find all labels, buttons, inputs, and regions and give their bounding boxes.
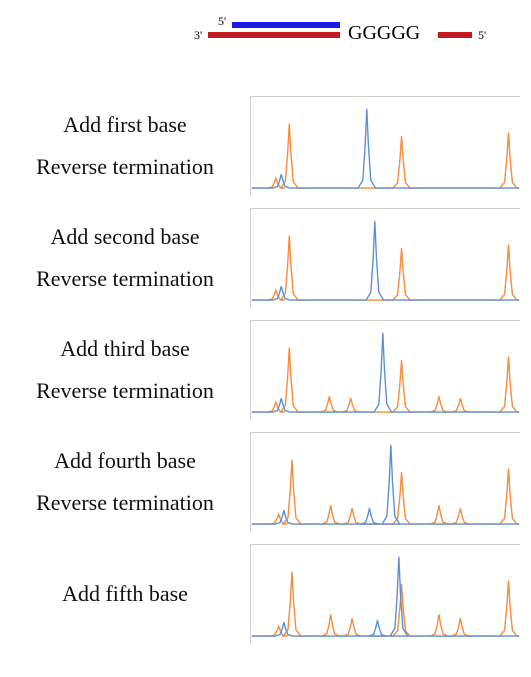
panel-row: Add third baseReverse termination	[0, 314, 531, 426]
red-strand-right	[438, 32, 472, 38]
schematic: 5' 3' GGGGG 5'	[0, 18, 531, 58]
panel-label-reverse: Reverse termination	[0, 482, 250, 524]
panel-label-add: Add third base	[0, 328, 250, 370]
panel-label-reverse: Reverse termination	[0, 258, 250, 300]
panel-label-add: Add second base	[0, 216, 250, 258]
panel-label-reverse: Reverse termination	[0, 146, 250, 188]
panel-labels: Add fourth baseReverse termination	[0, 440, 250, 524]
panel-chart	[250, 432, 520, 532]
panel-label-add: Add first base	[0, 104, 250, 146]
panel-row: Add first baseReverse termination	[0, 90, 531, 202]
label-5prime-right: 5'	[478, 28, 486, 43]
panel-chart	[250, 208, 520, 308]
label-3prime: 3'	[194, 28, 202, 43]
panel-labels: Add second baseReverse termination	[0, 216, 250, 300]
red-strand-left	[208, 32, 340, 38]
panel-label-add: Add fourth base	[0, 440, 250, 482]
blue-strand	[232, 22, 340, 28]
panel-chart	[250, 320, 520, 420]
panel-label-add: Add fifth base	[0, 573, 250, 615]
panel-row: Add fifth base	[0, 538, 531, 650]
panel-row: Add fourth baseReverse termination	[0, 426, 531, 538]
panel-chart	[250, 544, 520, 644]
panel-labels: Add first baseReverse termination	[0, 104, 250, 188]
label-5prime-top: 5'	[218, 14, 226, 29]
ggggg-label: GGGGG	[348, 22, 420, 45]
panel-labels: Add fifth base	[0, 573, 250, 615]
panel-labels: Add third baseReverse termination	[0, 328, 250, 412]
panel-chart	[250, 96, 520, 196]
panel-row: Add second baseReverse termination	[0, 202, 531, 314]
panel-label-reverse: Reverse termination	[0, 370, 250, 412]
panels-container: Add first baseReverse terminationAdd sec…	[0, 90, 531, 650]
